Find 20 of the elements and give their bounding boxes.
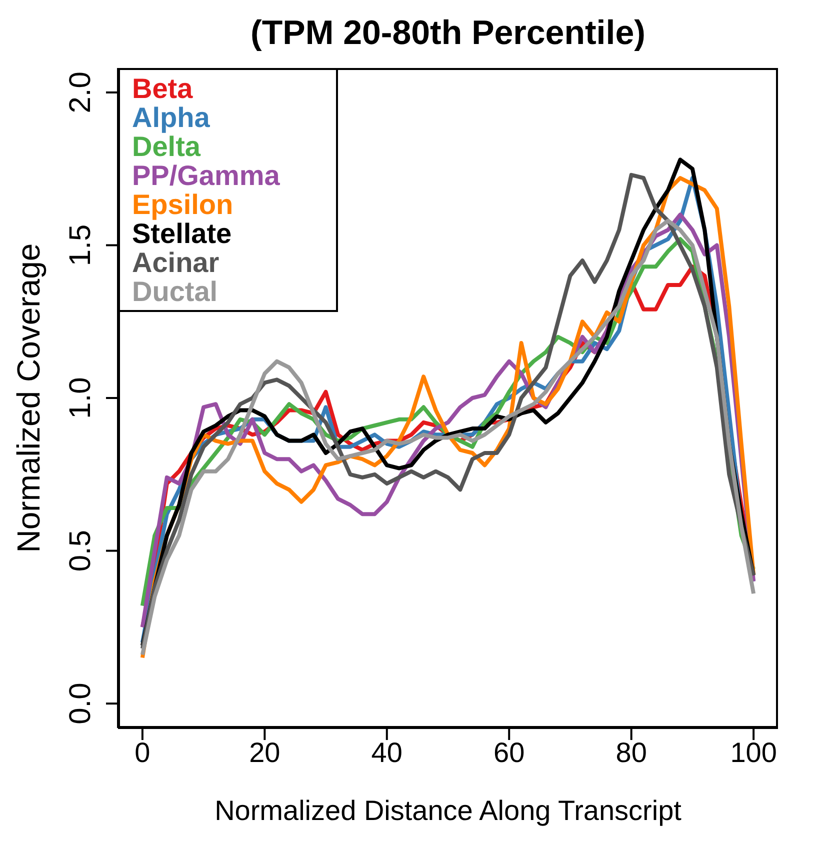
x-tick-label: 100 bbox=[730, 736, 777, 768]
text: Beta bbox=[132, 73, 194, 104]
y-tick-label: 0.0 bbox=[64, 682, 97, 724]
y-axis-title: Normalized Coverage bbox=[10, 243, 46, 553]
x-tick-label: 40 bbox=[371, 736, 402, 768]
y-tick-label: 0.5 bbox=[64, 530, 97, 572]
x-axis-title: Normalized Distance Along Transcript bbox=[214, 795, 682, 826]
chart-title: (TPM 20-80th Percentile) bbox=[250, 14, 646, 53]
y-tick-label: 1.5 bbox=[64, 224, 97, 266]
y-tick-label: 1.0 bbox=[64, 377, 97, 419]
x-tick-label: 0 bbox=[134, 736, 150, 768]
text: Acinar bbox=[132, 247, 220, 278]
text: PP/Gamma bbox=[132, 160, 281, 191]
text: Ductal bbox=[132, 276, 219, 307]
x-tick-label: 60 bbox=[494, 736, 525, 768]
x-tick-label: 20 bbox=[249, 736, 280, 768]
text: Alpha bbox=[132, 102, 211, 133]
text: Epsilon bbox=[132, 189, 234, 220]
y-tick-label: 2.0 bbox=[64, 72, 97, 114]
x-tick-label: 80 bbox=[616, 736, 647, 768]
